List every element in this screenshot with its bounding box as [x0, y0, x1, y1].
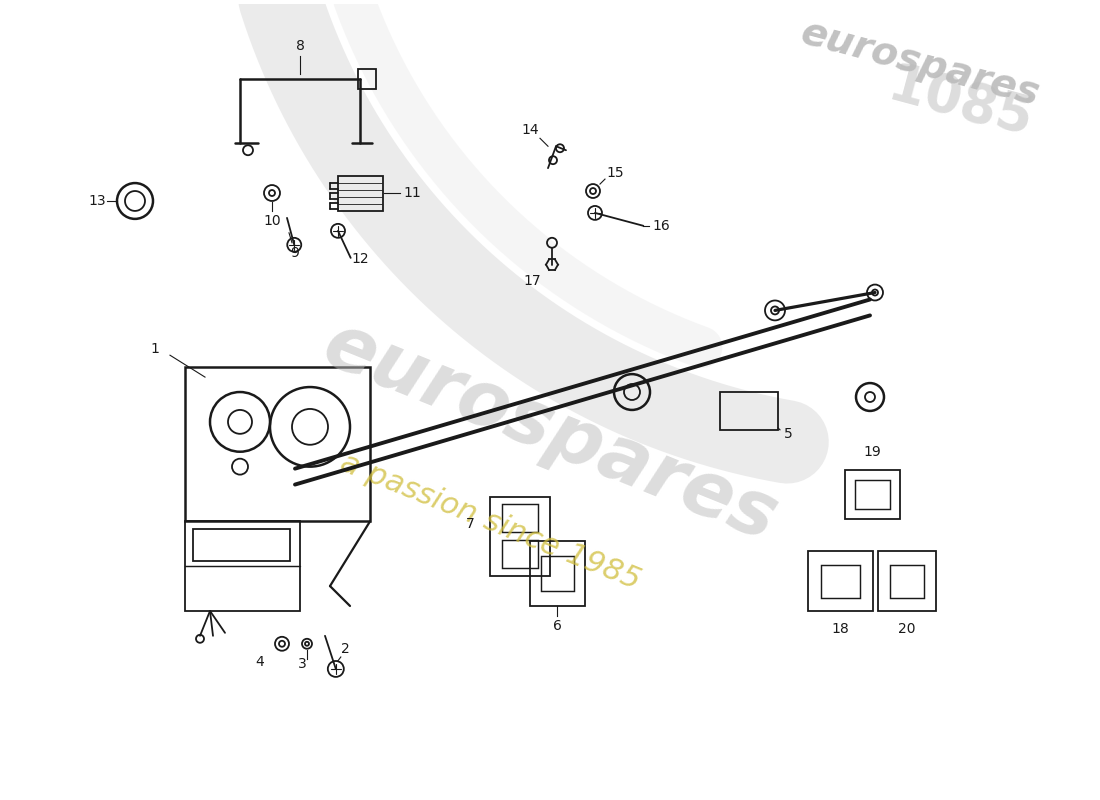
Text: 2: 2 — [341, 642, 350, 656]
Text: 20: 20 — [899, 622, 915, 636]
Text: 17: 17 — [524, 274, 541, 287]
Text: 9: 9 — [290, 246, 299, 260]
Text: 5: 5 — [783, 427, 792, 441]
Bar — [821, 565, 860, 598]
Bar — [358, 69, 376, 89]
Bar — [530, 542, 585, 606]
Text: 12: 12 — [351, 252, 369, 266]
Bar — [338, 176, 383, 211]
Text: 19: 19 — [864, 445, 881, 458]
Text: 1085: 1085 — [882, 59, 1037, 147]
Text: 18: 18 — [832, 622, 849, 636]
Text: 7: 7 — [465, 518, 474, 531]
Text: 3: 3 — [298, 657, 307, 670]
Text: 4: 4 — [255, 654, 264, 669]
Bar — [878, 551, 936, 611]
Text: eurospares: eurospares — [796, 14, 1044, 114]
Text: 13: 13 — [88, 194, 106, 208]
Text: 15: 15 — [606, 166, 624, 180]
Bar — [185, 367, 370, 522]
Text: 11: 11 — [403, 186, 421, 200]
Text: 10: 10 — [263, 214, 280, 228]
Bar — [502, 540, 538, 568]
Bar — [185, 522, 300, 611]
Bar — [890, 565, 924, 598]
Bar — [720, 392, 778, 430]
Text: 16: 16 — [652, 218, 670, 233]
Text: eurospares: eurospares — [312, 307, 788, 557]
Bar — [490, 497, 550, 576]
Bar — [541, 556, 574, 591]
Text: a passion since 1985: a passion since 1985 — [336, 448, 645, 595]
Text: 14: 14 — [521, 123, 539, 138]
Bar — [855, 479, 890, 510]
Text: 1: 1 — [151, 342, 160, 356]
Text: 8: 8 — [296, 38, 305, 53]
Text: 6: 6 — [552, 619, 561, 633]
Bar — [192, 530, 290, 561]
Bar — [808, 551, 873, 611]
Bar — [502, 505, 538, 532]
Bar — [845, 470, 900, 519]
